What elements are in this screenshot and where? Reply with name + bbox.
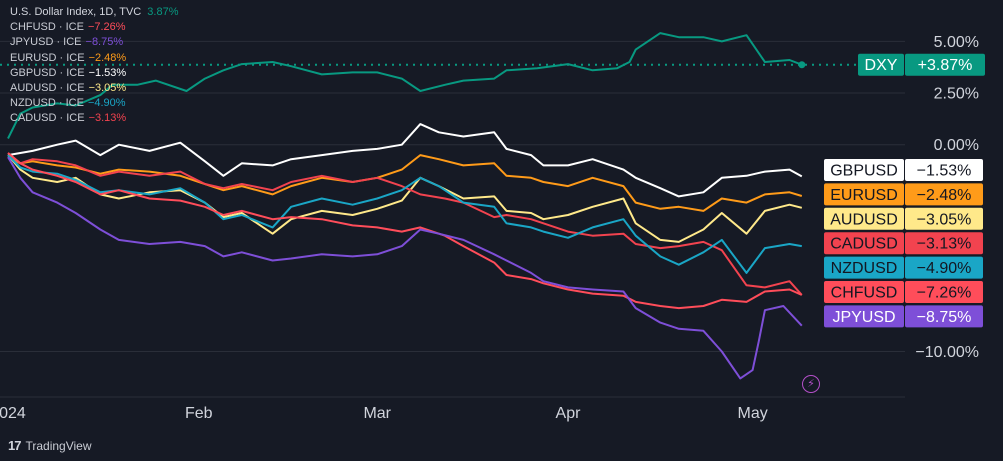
legend-row[interactable]: EURUSD · ICE −2.48% bbox=[10, 51, 179, 66]
value-label-value: −2.48% bbox=[917, 187, 972, 204]
x-tick-label: May bbox=[737, 405, 767, 422]
tradingview-logo-icon: 17 bbox=[8, 438, 22, 453]
series-lines bbox=[0, 32, 858, 380]
legend-value: −8.75% bbox=[85, 36, 124, 49]
series-line-dxy[interactable] bbox=[7, 32, 803, 139]
value-label-tag-bg bbox=[824, 281, 904, 303]
value-label-dxy[interactable]: DXY +3.87% bbox=[858, 53, 985, 76]
x-tick-label: 2024 bbox=[0, 405, 26, 422]
value-label-value: −4.90% bbox=[917, 260, 972, 277]
x-tick-label: Apr bbox=[556, 405, 582, 422]
time-axis[interactable]: 2024 Feb Mar Apr May bbox=[0, 405, 768, 422]
flash-icon[interactable]: ⚡ bbox=[802, 375, 820, 393]
value-label-nzdusd[interactable]: NZDUSD −4.90% bbox=[824, 256, 983, 279]
legend-rows: CHFUSD · ICE −7.26% JPYUSD · ICE −8.75% EURU… bbox=[10, 20, 179, 126]
y-tick-label: 0.00% bbox=[934, 137, 979, 154]
value-label-value-bg bbox=[905, 232, 983, 255]
y-tick-label: −10.00% bbox=[915, 344, 979, 361]
value-label-value: −8.75% bbox=[917, 309, 972, 326]
legend-symbol: CHFUSD · ICE bbox=[10, 21, 84, 34]
legend-value: −1.53% bbox=[88, 66, 127, 79]
value-label-cadusd[interactable]: CADUSD −3.13% bbox=[824, 232, 983, 255]
value-label-value-bg bbox=[905, 183, 983, 206]
value-label-tag: JPYUSD bbox=[832, 309, 895, 326]
value-label-tag-bg bbox=[824, 305, 904, 328]
legend-row[interactable]: NZDUSD · ICE −4.90% bbox=[10, 96, 179, 111]
legend-symbol: NZDUSD · ICE bbox=[10, 97, 84, 110]
value-label-value: −7.26% bbox=[917, 285, 972, 302]
series-line-jpyusd[interactable] bbox=[7, 156, 803, 380]
value-label-tag: CHFUSD bbox=[831, 285, 898, 302]
grid bbox=[0, 40, 905, 353]
y-tick-label: 2.50% bbox=[934, 86, 979, 103]
value-label-tag-bg bbox=[824, 232, 904, 255]
legend-title: U.S. Dollar Index, 1D, TVC bbox=[10, 6, 142, 18]
value-label-value: −3.13% bbox=[917, 236, 972, 253]
legend-symbol: GBPUSD · ICE bbox=[10, 66, 85, 79]
value-label-jpyusd[interactable]: JPYUSD −8.75% bbox=[824, 305, 983, 328]
legend-symbol: CADUSD · ICE bbox=[10, 112, 85, 125]
value-label-value: −1.53% bbox=[917, 163, 972, 180]
value-label-value-bg bbox=[905, 207, 983, 230]
legend-row[interactable]: CHFUSD · ICE −7.26% bbox=[10, 20, 179, 35]
value-label-value-bg bbox=[905, 53, 985, 76]
legend-symbol: AUDUSD · ICE bbox=[10, 82, 85, 95]
series-line-gbpusd[interactable] bbox=[7, 123, 803, 198]
value-label-value-bg bbox=[905, 281, 983, 303]
value-label-value: −3.05% bbox=[917, 211, 972, 228]
tradingview-logo[interactable]: 17 TradingView bbox=[8, 438, 92, 453]
value-label-value-bg bbox=[905, 256, 983, 279]
value-label-value-bg bbox=[905, 305, 983, 328]
value-label-tag: DXY bbox=[865, 57, 898, 74]
series-line-chfusd[interactable] bbox=[7, 152, 803, 310]
value-label-gbpusd[interactable]: GBPUSD −1.53% bbox=[824, 159, 983, 181]
value-label-audusd[interactable]: AUDUSD −3.05% bbox=[824, 207, 983, 230]
legend-value: −3.05% bbox=[88, 82, 127, 95]
legend-symbol: EURUSD · ICE bbox=[10, 51, 85, 64]
legend-value: −7.26% bbox=[87, 21, 126, 34]
series-line-cadusd[interactable] bbox=[7, 152, 803, 296]
legend-symbol: JPYUSD · ICE bbox=[10, 36, 82, 49]
legend-value: −4.90% bbox=[87, 97, 126, 110]
legend-value: −2.48% bbox=[88, 51, 127, 64]
value-label-tag: AUDUSD bbox=[830, 211, 898, 228]
legend-row[interactable]: GBPUSD · ICE −1.53% bbox=[10, 66, 179, 81]
price-axis[interactable]: 5.00% 2.50% 0.00% −10.00% bbox=[915, 34, 979, 361]
series-value-labels: DXY +3.87% GBPUSD −1.53% EURUSD −2.48% AUDUSD −… bbox=[824, 53, 985, 328]
x-tick-label: Feb bbox=[185, 405, 213, 422]
value-label-value: +3.87% bbox=[918, 57, 973, 74]
value-label-tag-bg bbox=[824, 183, 904, 206]
legend-row[interactable]: JPYUSD · ICE −8.75% bbox=[10, 35, 179, 50]
legend-row[interactable]: AUDUSD · ICE −3.05% bbox=[10, 81, 179, 96]
y-tick-label: 5.00% bbox=[934, 34, 979, 51]
value-label-tag: NZDUSD bbox=[831, 260, 898, 277]
value-label-value-bg bbox=[905, 159, 983, 181]
series-line-eurusd[interactable] bbox=[7, 154, 803, 212]
legend-title-value: 3.87% bbox=[147, 6, 179, 18]
x-tick-label: Mar bbox=[363, 405, 391, 422]
value-label-chfusd[interactable]: CHFUSD −7.26% bbox=[824, 281, 983, 303]
value-label-tag-bg bbox=[824, 256, 904, 279]
dxy-last-point bbox=[798, 61, 806, 69]
legend-row[interactable]: CADUSD · ICE −3.13% bbox=[10, 111, 179, 126]
legend-value: −3.13% bbox=[88, 112, 127, 125]
value-label-tag-bg bbox=[858, 53, 904, 76]
value-label-tag: CADUSD bbox=[830, 236, 898, 253]
value-label-tag-bg bbox=[824, 207, 904, 230]
legend-title-row[interactable]: U.S. Dollar Index, 1D, TVC 3.87% bbox=[10, 5, 179, 20]
value-label-tag: GBPUSD bbox=[830, 163, 898, 180]
value-label-tag-bg bbox=[824, 159, 904, 181]
tradingview-brand: TradingView bbox=[25, 438, 92, 453]
legend: U.S. Dollar Index, 1D, TVC 3.87% CHFUSD … bbox=[10, 5, 179, 127]
value-label-eurusd[interactable]: EURUSD −2.48% bbox=[824, 183, 983, 206]
value-label-tag: EURUSD bbox=[830, 187, 898, 204]
